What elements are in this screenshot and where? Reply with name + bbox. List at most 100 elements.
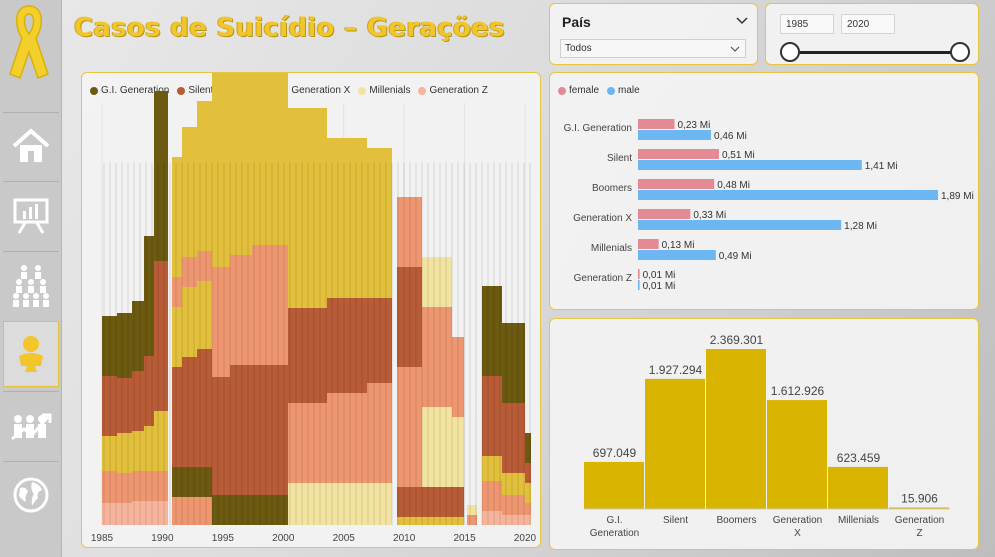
column-silent[interactable] [645,378,705,509]
column-boomers[interactable] [706,349,766,509]
legend-dot [418,86,427,95]
area-band-boomers [502,473,525,495]
bar-value-label: 0,13 Mi [662,240,695,251]
area-band-silent [367,298,392,383]
baby-icon [19,336,43,372]
bar-female-silent[interactable] [638,149,719,159]
area-band-silent [230,365,252,495]
area-band-generation-x [525,503,531,515]
area-band-boomers [144,426,154,471]
area-band-generation-x [502,495,525,515]
area-band-boomers [154,411,168,471]
column-millenials[interactable] [828,466,888,509]
bar-male-generation-z[interactable] [638,280,640,290]
year-slider-end-handle[interactable] [950,42,970,62]
area-band-silent [482,376,502,456]
column-generation-z[interactable] [889,507,949,510]
chevron-down-icon[interactable] [736,17,748,25]
bar-male-g-i-generation[interactable] [638,130,712,140]
year-range-slicer: 1985 2020 [765,3,979,65]
legend-label: Silent [188,85,214,96]
bar-female-boomers[interactable] [638,179,715,189]
area-band-millenials [288,483,327,525]
area-band-generation-x [182,497,197,525]
area-band-silent [422,487,452,517]
bar-value-label: 0,33 Mi [693,210,726,221]
bar-male-generation-x[interactable] [638,220,842,230]
bar-male-boomers[interactable] [638,190,938,200]
bar-value-label: 0,23 Mi [678,120,711,131]
area-band-silent [212,377,230,495]
area-band-boomers [197,101,212,251]
bar-female-g-i-generation[interactable] [638,119,675,129]
country-dropdown[interactable]: Todos [560,39,746,58]
area-band-silent [452,487,464,517]
growth-people-icon [11,413,52,440]
area-band-silent [288,308,327,403]
legend-item-male[interactable]: male [607,85,640,96]
area-band-generation-x [467,515,477,525]
x-tick-label: 2000 [272,533,295,544]
bar-value-label: 1,28 Mi [844,221,877,232]
x-tick-label: 1990 [151,533,174,544]
y-category-label: Silent [607,153,632,164]
year-end-input[interactable]: 2020 [841,14,895,34]
column-generation-x[interactable] [767,400,827,509]
nav-generations-button[interactable] [3,321,59,387]
area-band-g-i-generation [525,433,531,463]
year-start-input[interactable]: 1985 [780,14,834,34]
total-column-chart: 697.049 G.I. Generation 1.927.294 Silent 2.36… [584,333,950,539]
area-band-generation-x [102,471,117,503]
y-category-label: G.I. Generation [564,123,632,134]
legend-label: male [618,85,640,96]
area-band-g-i-generation [230,495,252,525]
x-tick-label: 1985 [91,533,114,544]
legend-item-silent[interactable]: Silent [177,85,213,96]
area-band-boomers [288,108,327,308]
country-slicer-label: País [562,14,591,30]
legend-item-female[interactable]: female [558,85,599,96]
bar-male-millenials[interactable] [638,250,716,260]
area-band-boomers [182,127,197,257]
legend-item-g-i-generation[interactable]: G.I. Generation [90,85,169,96]
x-category-label: X [794,528,801,539]
bar-female-millenials[interactable] [638,239,659,249]
country-slicer: País Todos [549,3,758,65]
legend-dot [558,86,566,95]
area-band-generation-x [252,245,288,365]
column-g-i-generation[interactable] [584,461,644,509]
legend-item-millenials[interactable]: Millenials [358,85,410,96]
legend-item-generation-z[interactable]: Generation Z [418,85,488,96]
nav-growth-button[interactable] [3,391,59,457]
column-value-label: 15.906 [901,492,938,506]
area-band-boomers [197,281,212,349]
bar-female-generation-x[interactable] [638,209,691,219]
year-slider-track[interactable] [790,51,960,54]
area-band-silent [502,403,525,473]
area-band-generation-x [397,197,422,267]
y-category-label: Generation X [573,213,632,224]
area-band-generation-z [502,515,525,525]
x-category-label: Generation [895,515,944,526]
legend-label: Millenials [369,85,411,96]
gender-chart-legend: female male [558,85,640,96]
nav-world-button[interactable] [3,461,59,527]
bar-female-generation-z[interactable] [638,269,640,279]
x-tick-label: 2010 [393,533,416,544]
legend-label: G.I. Generation [101,85,170,96]
area-band-g-i-generation [182,467,197,497]
bar-male-silent[interactable] [638,160,862,170]
area-band-boomers [172,307,182,367]
bar-value-label: 0,01 Mi [643,270,676,281]
nav-population-button[interactable] [3,251,59,317]
legend-dot [607,86,616,95]
bar-value-label: 0,51 Mi [722,150,755,161]
year-slider-start-handle[interactable] [780,42,800,62]
nav-home-button[interactable] [3,112,59,178]
nav-overview-button[interactable] [3,181,59,247]
area-band-generation-x [172,277,182,307]
area-band-silent [397,487,422,517]
gender-bar-chart: G.I. Generation 0,23 Mi0,46 Mi Silent 0,51 … [564,119,974,292]
area-band-g-i-generation [482,286,502,376]
area-band-generation-x [154,471,168,501]
